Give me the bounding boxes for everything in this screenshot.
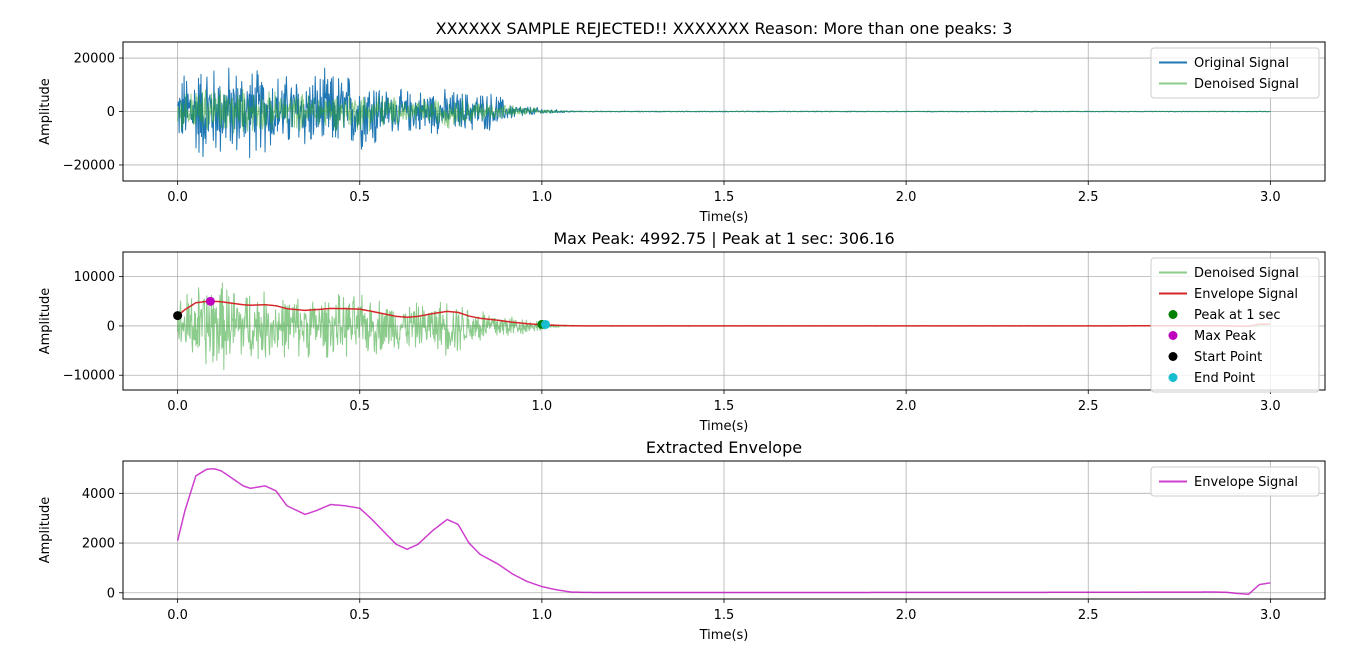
x-axis-label: Time(s)	[699, 210, 749, 225]
x-tick-label: 2.5	[1078, 399, 1099, 414]
y-tick-label: 10000	[74, 270, 115, 285]
x-tick-label: 2.5	[1078, 190, 1099, 205]
legend-label: Envelope Signal	[1194, 475, 1298, 490]
x-tick-label: 1.0	[532, 399, 553, 414]
x-tick-label: 2.5	[1078, 608, 1099, 623]
x-tick-label: 2.0	[896, 399, 917, 414]
x-tick-label: 2.0	[896, 608, 917, 623]
y-tick-label: 0	[107, 586, 115, 601]
plot-area	[177, 67, 1271, 159]
y-tick-label: 20000	[74, 52, 115, 67]
legend-label: Denoised Signal	[1194, 77, 1299, 92]
x-tick-label: 2.0	[896, 190, 917, 205]
legend-swatch	[1168, 310, 1178, 319]
x-tick-label: 1.5	[714, 399, 735, 414]
y-axis-label: Amplitude	[38, 288, 53, 355]
legend: Original Signal Denoised Signal	[1150, 47, 1320, 99]
grid	[123, 252, 1325, 390]
marker-point	[541, 319, 551, 329]
legend-label: Denoised Signal	[1194, 266, 1299, 281]
plot-area	[176, 467, 1271, 596]
legend-label: Peak at 1 sec	[1194, 308, 1281, 323]
x-tick-label: 1.5	[714, 190, 735, 205]
series-line	[177, 300, 1271, 327]
plot-area	[173, 282, 1271, 371]
legend-swatch	[1168, 373, 1178, 382]
x-tick-label: 3.0	[1260, 608, 1281, 623]
chart-title: Extracted Envelope	[646, 438, 802, 457]
legend-box	[1150, 257, 1320, 393]
y-tick-label: 2000	[82, 537, 115, 552]
legend-label: Max Peak	[1194, 329, 1256, 344]
chart-title: XXXXXX SAMPLE REJECTED!! XXXXXXX Reason:…	[436, 19, 1013, 38]
legend-box	[1150, 47, 1320, 99]
chart-panel-1: 0.0 0.5 1.0 1.5 2.0 2.5 3.0 −20000 0 20000 XXXXXX …	[38, 19, 1326, 225]
y-tick-label: 0	[107, 105, 115, 120]
legend-label: Start Point	[1194, 350, 1262, 365]
y-tick-label: −20000	[63, 158, 115, 173]
x-tick-label: 0.5	[349, 399, 370, 414]
chart-title: Max Peak: 4992.75 | Peak at 1 sec: 306.1…	[553, 229, 894, 248]
chart-panel-3: 0.0 0.5 1.0 1.5 2.0 2.5 3.0 0 2000 4000 Extracted …	[38, 438, 1326, 643]
marker-point	[173, 311, 183, 321]
x-tick-label: 0.5	[349, 190, 370, 205]
marker-point	[205, 296, 215, 306]
grid	[123, 461, 1325, 599]
legend-swatch	[1168, 352, 1178, 361]
y-axis-label: Amplitude	[38, 497, 53, 564]
x-tick-label: 0.0	[167, 190, 188, 205]
legend-label: End Point	[1194, 371, 1255, 386]
y-tick-label: 4000	[82, 487, 115, 502]
legend: Denoised Signal Envelope Signal Peak at 1 …	[1150, 257, 1320, 393]
legend-label: Original Signal	[1194, 56, 1289, 71]
series-line	[176, 467, 1271, 596]
x-tick-label: 0.5	[349, 608, 370, 623]
x-tick-label: 0.0	[167, 608, 188, 623]
x-axis-label: Time(s)	[699, 628, 749, 643]
legend: Envelope Signal	[1150, 466, 1320, 497]
legend-box	[1150, 466, 1320, 497]
x-axis-label: Time(s)	[699, 419, 749, 434]
chart-panel-2: 0.0 0.5 1.0 1.5 2.0 2.5 3.0 −10000 0 10000 Max Pea…	[38, 229, 1326, 434]
y-tick-label: −10000	[63, 369, 115, 384]
x-tick-label: 1.0	[532, 608, 553, 623]
y-tick-label: 0	[107, 319, 115, 334]
legend-swatch	[1168, 331, 1178, 340]
x-tick-label: 3.0	[1260, 399, 1281, 414]
x-tick-label: 1.0	[532, 190, 553, 205]
x-tick-label: 1.5	[714, 608, 735, 623]
legend-label: Envelope Signal	[1194, 287, 1298, 302]
x-tick-label: 0.0	[167, 399, 188, 414]
x-tick-label: 3.0	[1260, 190, 1281, 205]
y-axis-label: Amplitude	[38, 78, 53, 145]
series-line	[177, 89, 1271, 134]
